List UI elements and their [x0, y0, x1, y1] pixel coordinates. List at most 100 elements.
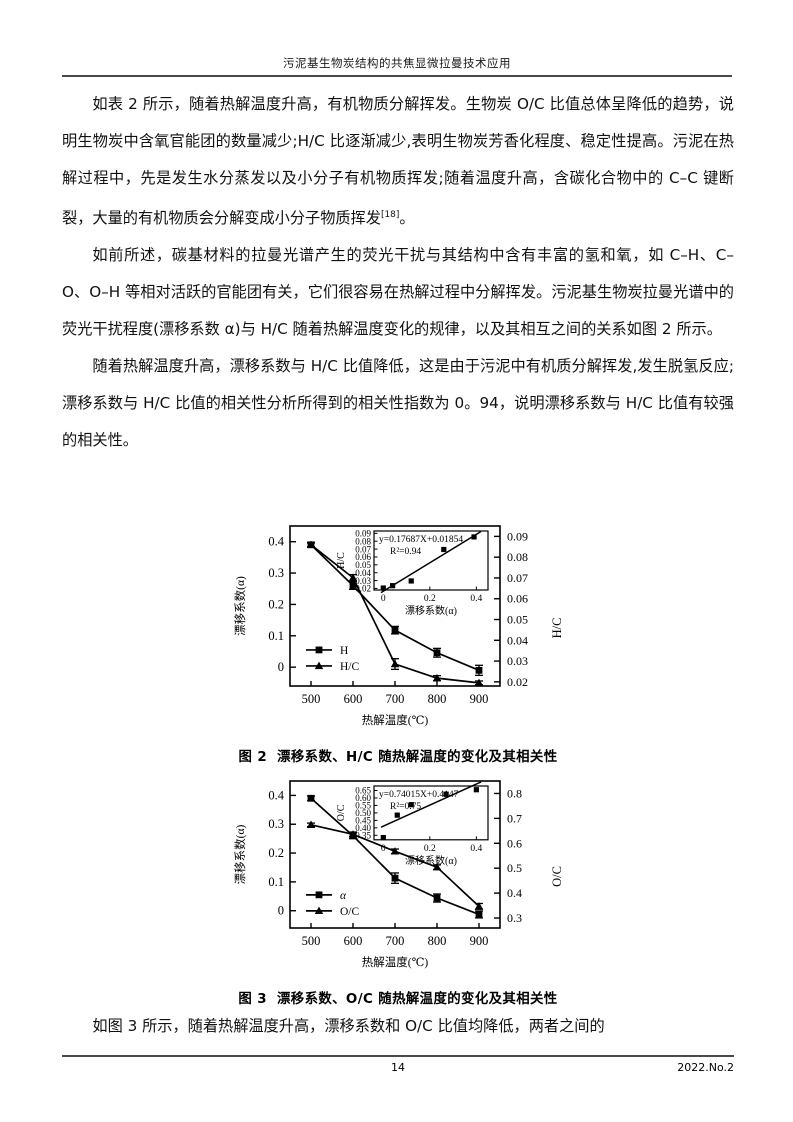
figure-3-caption-text: 漂移系数、O/C 随热解温度的变化及其相关性 — [276, 992, 558, 1007]
figure-2-svg: 500 600 700 800 900 热解温度(℃) 0 0.1 0.2 0.3 0.4 漂移系数(… — [233, 525, 564, 727]
y-axis-right-tick-label: 0.4 — [507, 886, 522, 900]
legend-label-O-C: O/C — [340, 906, 360, 918]
y-axis-right-tick-label: 0.06 — [507, 592, 528, 606]
page-header: 污泥基生物炭结构的共焦显微拉曼技术应用 — [62, 55, 732, 77]
paragraph-2: 如前所述，碳基材料的拉曼光谱产生的荧光干扰与其结构中含有丰富的氢和氧，如 C–H… — [62, 246, 734, 339]
inset-frame — [373, 785, 489, 841]
inset-y-tick-label: 0.09 — [355, 529, 371, 539]
data-point-square — [443, 791, 449, 797]
data-point-square — [315, 646, 323, 654]
x-axis-tick-label: 700 — [386, 692, 405, 706]
y-axis-left-tick-label: 0.1 — [268, 629, 284, 643]
footer-divider — [62, 1055, 734, 1057]
data-point-square — [471, 534, 477, 540]
y-axis-right-tick-label: 0.7 — [507, 811, 522, 825]
inset-y-tick-label: 0.60 — [355, 793, 371, 803]
y-axis-right-label: O/C — [550, 866, 564, 887]
data-point-square — [349, 582, 357, 590]
y-axis-right-tick-label: 0.8 — [507, 786, 522, 800]
y-axis-left-label: 漂移系数(α) — [233, 824, 247, 884]
x-axis-tick-label: 500 — [302, 934, 321, 948]
inset-x-tick-label: 0 — [381, 844, 386, 854]
y-axis-right-tick-label: 0.05 — [507, 613, 528, 627]
y-axis-left-tick-label: 0.2 — [268, 597, 284, 611]
data-point-square — [315, 891, 323, 899]
y-axis-left-tick-label: 0.2 — [268, 846, 284, 860]
inset-regression-line — [380, 781, 482, 828]
issue-label: 2022.No.2 — [677, 1061, 734, 1074]
inset-y-tick-label: 0.02 — [355, 584, 371, 594]
legend-label-H: H — [340, 645, 348, 657]
figure-2-number: 图 2 — [238, 750, 268, 765]
inset-y-tick-label: 0.40 — [355, 823, 371, 833]
y-axis-left-tick-label: 0.3 — [268, 566, 284, 580]
inset-equation: y=0.74015X+0.4147 — [379, 790, 459, 800]
y-axis-left-tick-label: 0.4 — [268, 788, 284, 802]
y-axis-right-tick-label: 0.09 — [507, 529, 528, 543]
inset-equation: y=0.17687X+0.01854 — [379, 535, 463, 545]
data-point-triangle — [348, 830, 358, 838]
inset-x-label: 漂移系数(α) — [405, 604, 457, 617]
data-point-square — [391, 626, 399, 634]
y-axis-left-tick-label: 0.1 — [268, 875, 284, 889]
data-point-square — [433, 894, 441, 902]
figure-3-chart: 500 600 700 800 900 热解温度(℃) 0 0.1 0.2 0.3 0.4 漂移系数(… — [228, 775, 568, 985]
data-point-triangle — [314, 661, 324, 670]
x-axis-tick-label: 900 — [470, 934, 489, 948]
data-point-square — [390, 583, 396, 589]
x-axis-tick-label: 800 — [428, 692, 447, 706]
y-axis-right-tick-label: 0.04 — [507, 633, 528, 647]
figure-2: 500 600 700 800 900 热解温度(℃) 0 0.1 0.2 0.3 0.4 漂移系数(… — [62, 520, 734, 765]
paragraph-1: 如表 2 所示，随着热解温度升高，有机物质分解挥发。生物炭 O/C 比值总体呈降… — [62, 86, 734, 237]
inset-y-tick-label: 0.08 — [355, 536, 371, 546]
y-axis-left-tick-label: 0 — [278, 660, 284, 674]
y-axis-right-tick-label: 0.6 — [507, 836, 522, 850]
inset-x-tick-label: 0.2 — [424, 844, 436, 854]
inset-x-tick-label: 0 — [381, 594, 386, 604]
inset-regression-line — [380, 530, 482, 594]
y-axis-left-tick-label: 0.3 — [268, 817, 284, 831]
x-axis-tick-label: 500 — [302, 692, 321, 706]
figure-2-caption-text: 漂移系数、H/C 随热解温度的变化及其相关性 — [277, 750, 558, 765]
data-point-square — [475, 666, 483, 674]
data-point-triangle — [348, 573, 358, 581]
inset-x-tick-label: 0.4 — [470, 594, 482, 604]
data-point-square — [380, 585, 386, 591]
figure-3-number: 图 3 — [238, 992, 267, 1007]
data-point-square — [441, 546, 447, 553]
inset-r-squared: R²=0.75 — [390, 802, 421, 812]
data-point-square — [394, 812, 400, 818]
data-point-square — [433, 649, 441, 657]
header-title: 污泥基生物炭结构的共焦显微拉曼技术应用 — [283, 56, 511, 70]
inset-x-label: 漂移系数(α) — [405, 854, 457, 867]
y-axis-left-tick-label: 0 — [278, 904, 284, 918]
inset-y-tick-label: 0.35 — [355, 831, 371, 841]
data-point-triangle — [432, 673, 442, 682]
legend-label-H-C: H/C — [340, 661, 360, 673]
body-text-bottom: 如图 3 所示，随着热解温度升高，漂移系数和 O/C 比值均降低，两者之间的 — [62, 1008, 734, 1045]
inset-y-tick-label: 0.05 — [355, 560, 371, 570]
inset-x-tick-label: 0.4 — [470, 844, 482, 854]
y-axis-right-label: H/C — [550, 618, 564, 639]
data-point-square — [475, 911, 483, 918]
paragraph-3: 随着热解温度升高，漂移系数与 H/C 比值降低，这是由于污泥中有机质分解挥发,发… — [62, 357, 734, 450]
data-point-square — [408, 802, 414, 808]
data-point-square — [473, 787, 479, 793]
x-axis-tick-label: 600 — [344, 692, 363, 706]
data-point-square — [408, 578, 414, 584]
x-axis-label: 热解温度(℃) — [362, 713, 429, 727]
inset-chart: 0 0.2 0.4 漂移系数(α) 0.350.400.450.500.550.600.… — [336, 781, 489, 867]
data-point-triangle — [306, 540, 316, 549]
inset-y-tick-label: 0.45 — [355, 816, 371, 826]
paragraph-1-tail: 。 — [399, 209, 415, 228]
inset-y-tick-label: 0.07 — [355, 544, 371, 554]
x-axis-tick-label: 600 — [344, 934, 363, 948]
x-axis-label: 热解温度(℃) — [362, 955, 429, 969]
page-number: 14 — [391, 1061, 405, 1074]
y-axis-right-tick-label: 0.3 — [507, 911, 522, 925]
y-axis-right-tick-label: 0.07 — [507, 571, 528, 585]
y-axis-right-tick-label: 0.02 — [507, 675, 528, 689]
inset-y-tick-label: 0.65 — [355, 786, 371, 796]
citation-marker: [18] — [380, 210, 400, 220]
